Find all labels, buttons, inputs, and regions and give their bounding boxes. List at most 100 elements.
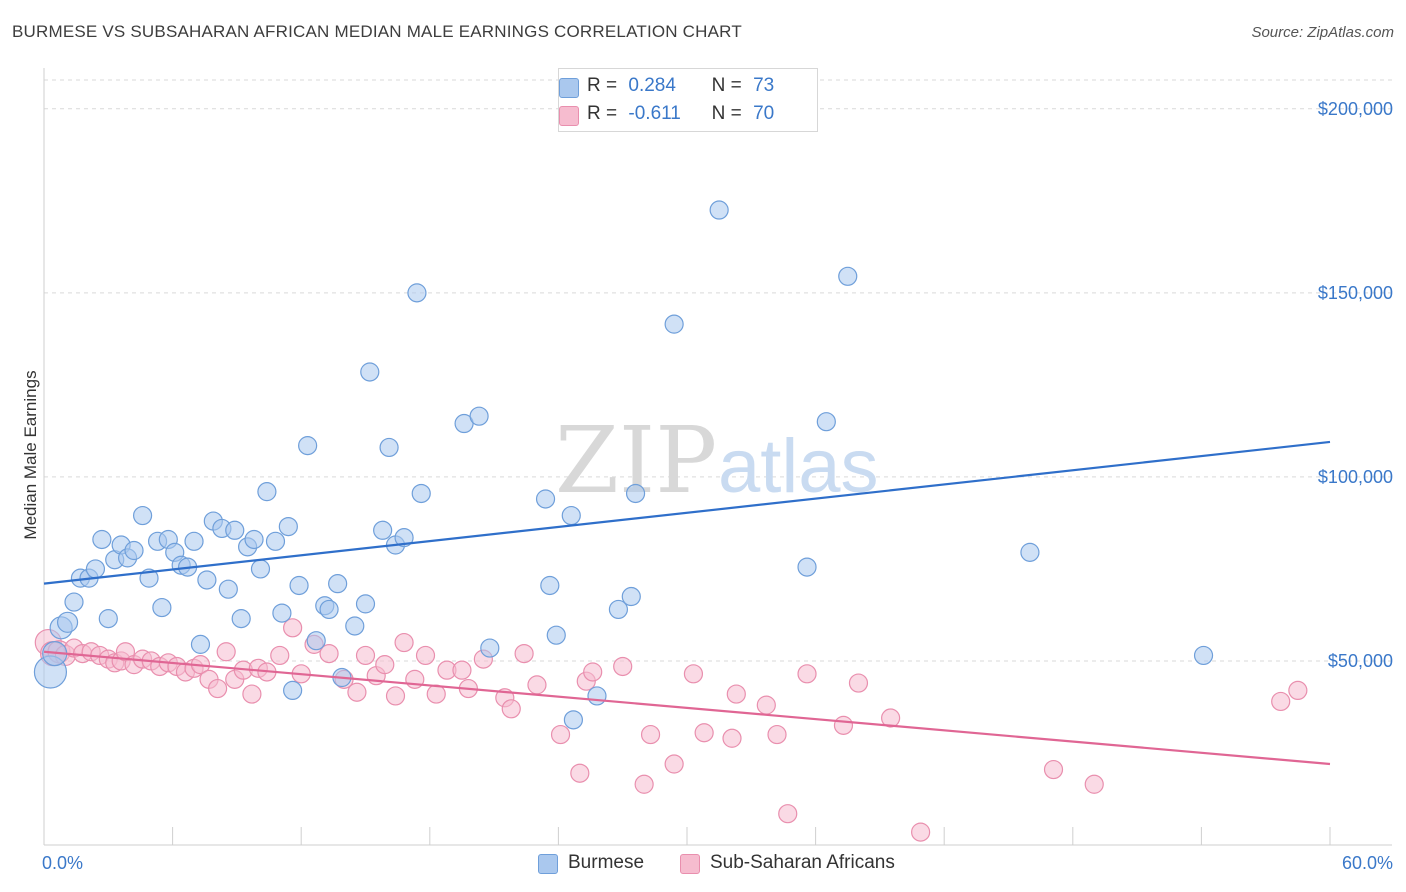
burmese-point-72 [1193, 645, 1214, 666]
ssa-point-62 [797, 664, 817, 684]
burmese-point-63 [608, 599, 629, 620]
burmese-point-28 [225, 520, 245, 540]
ssa-point-49 [501, 699, 521, 719]
ssa-point-75 [911, 822, 931, 842]
burmese-point-43 [328, 574, 348, 594]
ssa-point-69 [1288, 680, 1308, 701]
burmese-point-64 [621, 586, 641, 607]
ssa-point-65 [881, 708, 901, 728]
burmese-point-49 [379, 437, 399, 458]
burmese-legend-label: Burmese [568, 852, 645, 873]
burmese-point-58 [540, 575, 560, 596]
ssa-point-26 [242, 684, 262, 704]
x-tick-label-1: 60.0% [1342, 853, 1393, 873]
ssa-point-67 [1084, 774, 1104, 794]
burmese-point-42 [319, 599, 339, 620]
burmese-point-27 [218, 579, 238, 599]
legend-row-ssa: R = -0.611 N = 70 [559, 103, 775, 126]
watermark-atlas: atlas [718, 424, 879, 509]
ssa-legend-swatch [680, 854, 700, 874]
n-value-ssa: 70 [753, 103, 775, 124]
ssa-point-23 [216, 642, 236, 662]
burmese-point-45 [345, 616, 365, 636]
burmese-point-9 [98, 609, 118, 629]
burmese-swatch [559, 78, 579, 98]
burmese-point-24 [197, 570, 217, 590]
burmese-point-17 [152, 597, 172, 618]
ssa-point-52 [550, 724, 571, 745]
ssa-point-35 [347, 682, 367, 702]
burmese-point-59 [546, 625, 566, 645]
burmese-point-32 [250, 559, 271, 579]
burmese-point-14 [132, 505, 153, 526]
ssa-point-54 [583, 662, 603, 682]
burmese-point-56 [480, 638, 500, 658]
ssa-point-61 [767, 724, 787, 745]
ssa-point-68 [1271, 691, 1291, 712]
ssa-point-51 [527, 675, 547, 695]
ssa-point-50 [514, 643, 534, 664]
ssa-point-57 [683, 664, 704, 684]
ssa-point-63 [833, 715, 854, 735]
r-value-ssa: -0.611 [628, 103, 681, 124]
ssa-point-22 [208, 678, 228, 699]
ssa-point-29 [270, 645, 290, 666]
burmese-point-69 [816, 412, 836, 432]
trend-lines [43, 440, 1331, 766]
ssa-point-45 [452, 660, 472, 680]
burmese-legend-swatch [538, 854, 558, 874]
burmese-trend-line [43, 440, 1331, 585]
tick-labels: $50,000 $100,000 $150,000 $200,000 0.0% 60.0% [42, 99, 1393, 873]
burmese-point-47 [360, 362, 380, 382]
burmese-point-53 [411, 483, 431, 504]
y-tick-label-3: $200,000 [1318, 99, 1393, 119]
ssa-swatch [559, 106, 579, 126]
ssa-point-33 [319, 643, 339, 664]
burmese-point-61 [563, 710, 584, 730]
ssa-point-42 [415, 645, 436, 666]
burmese-point-62 [587, 686, 607, 706]
ssa-point-55 [613, 656, 633, 677]
grid-lines [44, 79, 1392, 662]
burmese-point-68 [797, 557, 817, 577]
burmese-point-31 [244, 529, 264, 550]
ssa-point-36 [355, 645, 376, 666]
ssa-legend-label: Sub-Saharan Africans [710, 852, 895, 873]
burmese-point-38 [289, 575, 309, 596]
ssa-point-64 [848, 673, 869, 693]
ssa-point-72 [664, 754, 684, 774]
burmese-point-60 [561, 505, 581, 526]
ssa-point-71 [634, 774, 654, 794]
n-value-burmese: 73 [753, 75, 775, 96]
burmese-point-8 [92, 529, 112, 550]
burmese-point-55 [469, 406, 489, 426]
source-label: Source: ZipAtlas.com [1251, 24, 1394, 41]
burmese-point-22 [184, 531, 204, 551]
ssa-point-66 [1043, 759, 1064, 780]
r-label: R = [587, 103, 618, 124]
burmese-point-70 [838, 266, 858, 286]
burmese-point-46 [355, 594, 376, 614]
n-label: N = [711, 75, 742, 96]
burmese-point-71 [1020, 542, 1040, 562]
burmese-point-66 [664, 314, 684, 334]
legend-row-burmese: R = 0.284 N = 73 [559, 75, 775, 98]
ssa-point-74 [778, 804, 798, 824]
r-label: R = [587, 75, 618, 96]
ssa-point-58 [694, 723, 714, 743]
stats-legend: R = 0.284 N = 73 R = -0.611 N = 70 [558, 68, 818, 132]
burmese-point-48 [373, 520, 393, 540]
burmese-point-29 [231, 609, 251, 629]
y-tick-label-2: $150,000 [1318, 283, 1393, 303]
burmese-point-23 [190, 634, 211, 654]
ssa-point-59 [726, 684, 746, 704]
ssa-point-38 [375, 655, 395, 675]
bottom-legend-burmese: Burmese [538, 852, 644, 874]
ssa-point-60 [756, 695, 776, 715]
axes [43, 68, 1392, 846]
n-label: N = [711, 103, 742, 124]
burmese-point-65 [625, 483, 646, 504]
series-sub-saharan-africans [34, 618, 1308, 842]
burmese-point-51 [394, 528, 414, 548]
ssa-point-73 [722, 728, 742, 748]
